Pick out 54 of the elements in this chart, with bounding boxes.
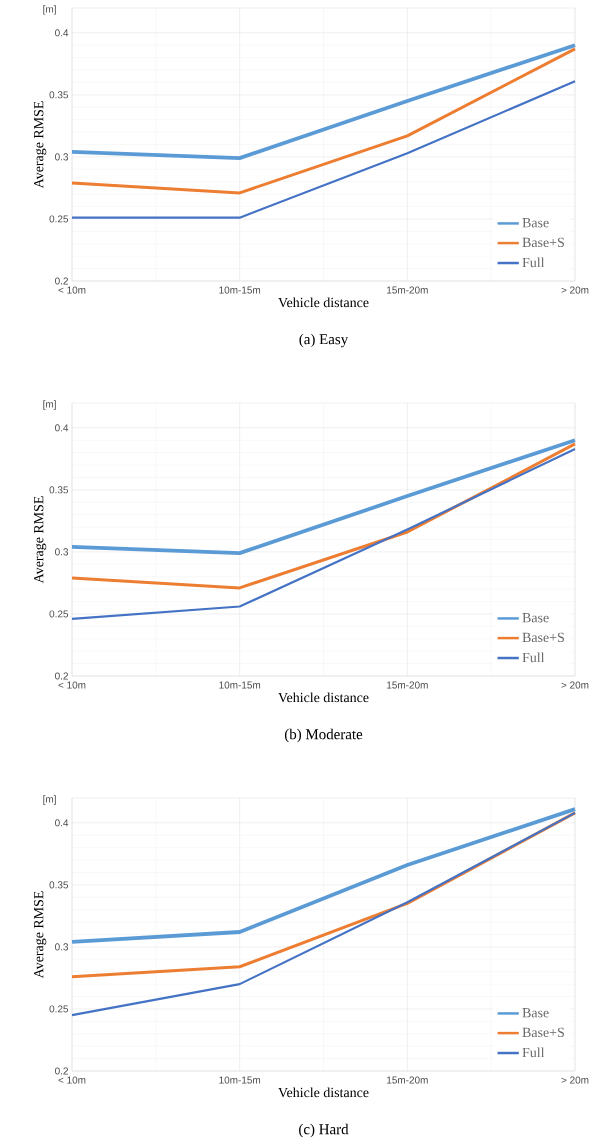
text: [m] [43,400,56,410]
text: (a) Easy [299,333,349,348]
x-tick-label: 10m-15m [219,681,261,689]
legend-label: Full [522,652,545,663]
y-tick-label: 0.2 [55,1067,68,1075]
x-tick-label: 15m-20m [387,681,428,689]
x-tick-label: < 10m [58,286,86,294]
y-tick-label: 0.4 [55,819,69,827]
text: (c) Hard [299,1123,349,1138]
text: [m] [43,795,56,805]
x-axis-title: Vehicle distance [278,1087,369,1098]
line-series [70,43,577,161]
text: (b) Moderate [284,728,363,743]
y-tick-label: 0.35 [49,486,69,494]
y-tick-label: 0.35 [49,881,69,889]
x-axis-title: Vehicle distance [278,692,369,703]
line-series [70,438,577,556]
y-tick-label: 0.3 [55,548,69,556]
y-tick-label: 0.4 [55,29,69,37]
legend-label: Base+S [522,237,564,248]
line-series [70,447,577,621]
legend-label: Base [522,613,549,623]
legend-label: Base+S [522,632,564,643]
line-series [70,811,577,1017]
y-axis-title: Average RMSE [34,891,47,979]
line-series [70,47,577,195]
x-tick-label: 10m-15m [219,286,261,294]
y-tick-label: 0.3 [55,153,69,161]
y-tick-label: 0.2 [55,672,68,680]
x-tick-label: < 10m [58,1076,86,1084]
y-tick-label: 0.25 [49,610,69,618]
x-tick-label: > 20m [561,681,589,689]
y-tick-label: 0.25 [49,215,69,223]
legend-label: Full [522,1047,545,1058]
y-tick-label: 0.25 [49,1005,69,1013]
legend-label: Base+S [522,1027,564,1038]
line-series [70,807,577,944]
legend-label: Base [522,218,549,228]
y-tick-label: 0.3 [55,943,69,951]
y-tick-label: 0.4 [55,424,69,432]
legend-label: Base [522,1008,549,1018]
x-tick-label: 10m-15m [219,1076,261,1084]
y-tick-label: 0.35 [49,91,69,99]
x-tick-label: 15m-20m [387,1076,428,1084]
y-axis-title: Average RMSE [34,496,47,584]
y-axis-title: Average RMSE [34,101,47,189]
x-tick-label: > 20m [561,286,589,294]
x-tick-label: > 20m [561,1076,589,1084]
y-tick-label: 0.2 [55,277,68,285]
text: [m] [43,5,56,15]
legend-label: Full [522,257,545,268]
x-axis-title: Vehicle distance [278,297,369,308]
x-tick-label: < 10m [58,681,86,689]
x-tick-label: 15m-20m [387,286,428,294]
